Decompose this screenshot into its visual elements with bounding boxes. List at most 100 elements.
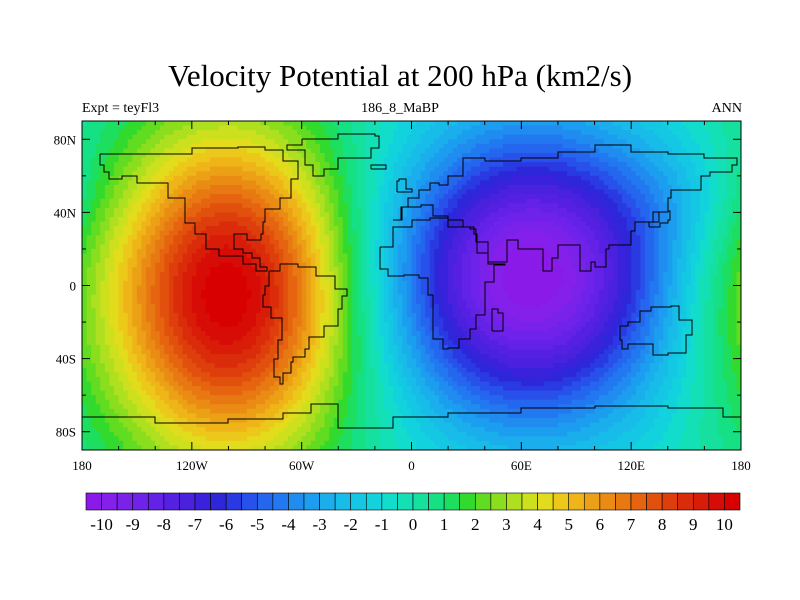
field-cell [347, 230, 353, 236]
field-cell [118, 248, 124, 255]
field-cell [525, 166, 532, 172]
field-cell [557, 253, 564, 259]
field-cell [182, 221, 188, 227]
field-cell [319, 166, 326, 172]
field-cell [402, 212, 408, 218]
field-cell [384, 203, 390, 209]
field-cell [260, 198, 266, 204]
field-cell [599, 207, 605, 213]
field-cell [617, 157, 623, 163]
field-cell [255, 262, 262, 268]
field-cell [233, 166, 239, 172]
field-cell [347, 203, 353, 209]
field-cell [210, 157, 216, 163]
field-cell [397, 226, 403, 232]
field-cell [278, 226, 284, 232]
field-cell [324, 175, 330, 182]
field-cell [278, 189, 284, 195]
field-cell [617, 207, 623, 213]
field-cell [580, 157, 587, 163]
field-cell [361, 143, 367, 150]
field-cell [251, 267, 257, 273]
field-cell [297, 235, 303, 241]
field-cell [727, 180, 733, 186]
field-cell [553, 267, 559, 273]
field-cell [82, 253, 88, 259]
field-cell [278, 134, 284, 140]
field-cell [576, 230, 582, 236]
field-cell [548, 212, 554, 218]
field-cell [649, 271, 655, 277]
field-cell [608, 207, 614, 213]
field-cell [91, 221, 97, 227]
field-cell [388, 152, 394, 159]
field-cell [310, 239, 316, 245]
field-cell [310, 152, 316, 159]
field-cell [690, 212, 696, 218]
field-cell [411, 134, 417, 140]
field-cell [498, 212, 504, 218]
field-cell [146, 175, 152, 182]
field-cell [347, 175, 353, 182]
field-cell [95, 157, 101, 163]
field-cell [411, 166, 417, 172]
field-cell [512, 180, 518, 186]
field-cell [434, 267, 440, 273]
field-cell [681, 221, 687, 227]
field-cell [635, 221, 641, 227]
field-cell [333, 125, 339, 131]
field-cell [727, 271, 733, 277]
field-cell [507, 235, 513, 241]
field-cell [379, 276, 385, 282]
field-cell [626, 267, 632, 273]
field-cell [654, 130, 660, 136]
field-cell [585, 216, 591, 223]
field-cell [150, 162, 156, 168]
field-cell [104, 171, 111, 177]
field-cell [484, 157, 490, 163]
field-cell [159, 194, 165, 200]
field-cell [448, 152, 454, 159]
field-cell [246, 139, 252, 145]
field-cell [429, 271, 435, 277]
field-cell [393, 267, 399, 273]
field-cell [255, 143, 262, 150]
field-cell [297, 171, 303, 177]
field-cell [544, 244, 550, 250]
field-cell [589, 125, 596, 131]
field-cell [667, 130, 673, 136]
field-cell [187, 207, 193, 213]
field-cell [278, 162, 284, 168]
field-cell [599, 262, 605, 268]
field-cell [484, 262, 490, 268]
field-cell [155, 262, 161, 268]
field-cell [352, 143, 358, 150]
field-cell [484, 189, 490, 195]
field-cell [640, 226, 646, 232]
field-cell [631, 157, 637, 163]
field-cell [287, 125, 294, 131]
field-cell [498, 194, 504, 200]
field-cell [274, 239, 280, 245]
field-cell [429, 175, 435, 182]
field-cell [553, 148, 559, 154]
field-cell [132, 239, 138, 245]
field-cell [695, 166, 701, 172]
field-cell [397, 180, 403, 186]
field-cell [200, 235, 207, 241]
field-cell [708, 139, 715, 145]
field-cell [315, 134, 321, 140]
field-cell [489, 125, 495, 131]
field-cell [301, 152, 307, 159]
field-cell [695, 121, 701, 127]
field-cell [178, 143, 184, 150]
field-cell [676, 162, 683, 168]
field-cell [438, 203, 445, 209]
field-cell [622, 171, 628, 177]
field-cell [663, 121, 669, 127]
field-cell [342, 258, 349, 264]
field-cell [168, 235, 175, 241]
field-cell [402, 134, 408, 140]
field-cell [374, 194, 381, 200]
field-cell [521, 226, 527, 232]
